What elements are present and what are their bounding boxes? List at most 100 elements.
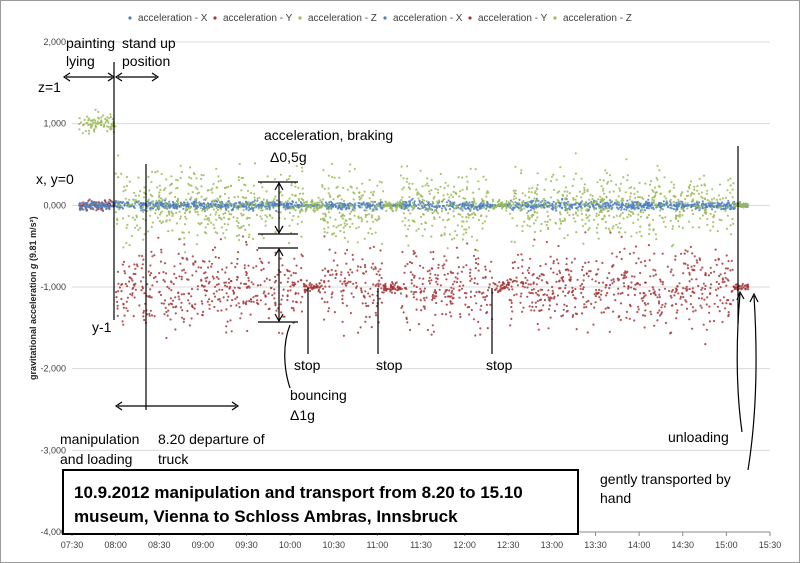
data-point	[708, 200, 711, 203]
data-point	[513, 241, 516, 244]
data-point	[458, 285, 461, 288]
data-point	[549, 180, 553, 183]
data-point	[270, 286, 273, 289]
data-point	[686, 288, 689, 291]
data-point	[686, 207, 689, 210]
data-point	[691, 209, 694, 212]
data-point	[666, 265, 669, 268]
data-point	[327, 280, 330, 283]
data-point	[191, 304, 194, 307]
data-point	[304, 201, 307, 204]
data-point	[450, 291, 453, 294]
data-point	[718, 275, 721, 278]
data-point	[167, 230, 170, 233]
data-point	[114, 211, 117, 214]
data-point	[267, 292, 270, 295]
data-point	[229, 285, 232, 288]
annotation-accel-braking: acceleration, braking	[264, 127, 393, 143]
data-point	[207, 266, 210, 269]
data-point	[706, 199, 709, 202]
gently-pointer	[747, 295, 757, 471]
data-point	[189, 198, 192, 201]
data-point	[304, 210, 307, 213]
data-point	[396, 289, 399, 292]
data-point	[594, 295, 598, 298]
data-point	[674, 195, 677, 198]
data-point	[539, 229, 542, 232]
data-point	[94, 201, 97, 204]
data-point	[181, 309, 184, 312]
data-point	[159, 293, 163, 297]
data-point	[78, 204, 81, 207]
data-point	[316, 201, 319, 204]
data-point	[681, 200, 684, 203]
data-point	[500, 205, 503, 208]
data-point	[464, 296, 468, 299]
data-point	[305, 207, 308, 210]
data-point	[200, 202, 203, 205]
data-point	[526, 279, 529, 282]
data-point	[300, 310, 304, 313]
data-point	[670, 181, 673, 184]
data-point	[487, 209, 490, 212]
data-point	[620, 235, 623, 238]
data-point	[700, 288, 703, 291]
data-point	[595, 226, 598, 229]
legend-entry: acceleration - Y	[223, 13, 293, 24]
data-point	[469, 295, 472, 299]
data-point	[510, 285, 513, 288]
data-point	[399, 202, 402, 206]
data-point	[125, 307, 128, 310]
data-point	[422, 290, 426, 293]
data-point	[229, 304, 232, 307]
data-point	[311, 286, 314, 289]
data-point	[291, 203, 294, 206]
data-point	[653, 324, 656, 327]
data-point	[192, 263, 195, 266]
data-point	[237, 286, 240, 289]
data-point	[542, 273, 545, 277]
data-point	[715, 263, 718, 266]
data-point	[661, 217, 664, 220]
data-point	[644, 294, 647, 297]
data-point	[130, 234, 133, 238]
data-point	[384, 289, 388, 292]
data-point	[607, 227, 611, 230]
data-point	[215, 283, 218, 286]
data-point	[479, 327, 482, 330]
data-point	[149, 209, 152, 212]
data-point	[514, 201, 517, 204]
data-point	[276, 205, 279, 208]
data-point	[94, 126, 97, 129]
data-point	[433, 217, 436, 221]
data-point	[382, 205, 385, 208]
data-point	[630, 286, 633, 289]
data-point	[148, 274, 152, 277]
data-point	[285, 178, 288, 181]
data-point	[420, 309, 423, 312]
data-point	[723, 208, 726, 211]
data-point	[206, 189, 209, 192]
data-point	[719, 198, 722, 201]
data-point	[515, 224, 519, 227]
data-point	[592, 323, 595, 326]
data-point	[576, 214, 579, 217]
data-point	[380, 301, 383, 304]
data-point	[565, 263, 568, 266]
annotations: painting lying stand up position z=1 x, …	[36, 35, 731, 506]
data-point	[573, 257, 576, 260]
data-point	[109, 115, 112, 118]
data-point	[648, 233, 651, 236]
data-point	[217, 283, 220, 286]
data-point	[132, 272, 135, 275]
data-point	[405, 201, 408, 204]
data-point	[328, 285, 331, 288]
data-point	[286, 207, 289, 210]
data-point	[190, 177, 193, 180]
data-point	[411, 273, 414, 276]
data-point	[303, 285, 306, 288]
data-point	[648, 224, 651, 227]
data-point	[246, 329, 249, 333]
data-point	[732, 285, 735, 289]
data-point	[601, 261, 604, 264]
